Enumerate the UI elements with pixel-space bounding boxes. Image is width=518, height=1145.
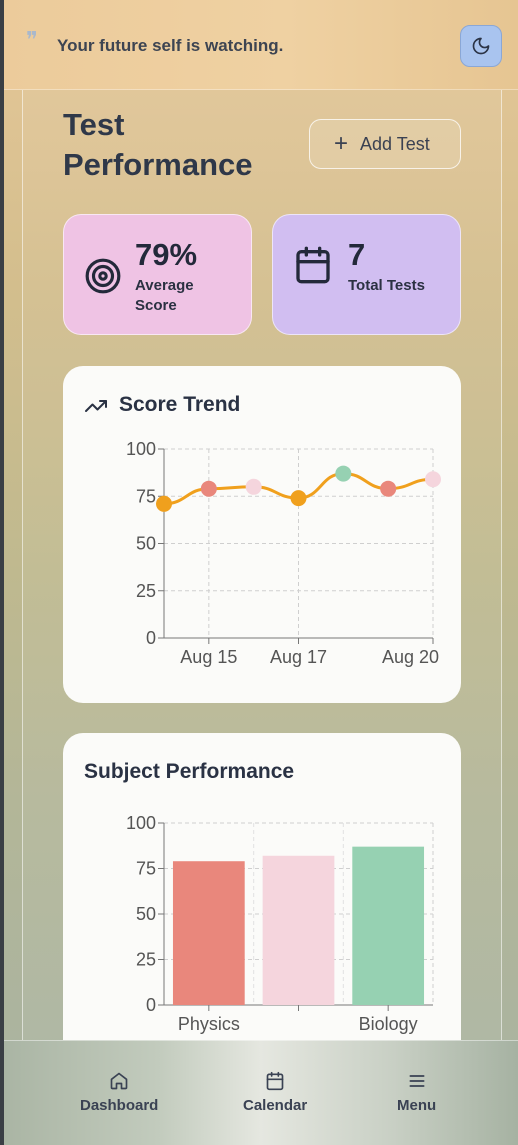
- theme-toggle-button[interactable]: [460, 25, 502, 67]
- plus-icon: +: [333, 130, 348, 157]
- average-score-card: 79% Average Score: [63, 214, 252, 335]
- nav-dashboard[interactable]: Dashboard: [80, 1071, 158, 1114]
- subject-bar: [352, 846, 425, 1005]
- score-trend-chart: 0 25 50 75 100 Aug 15 Aug 17 Aug 20: [126, 439, 441, 667]
- calendar-icon: [296, 246, 330, 284]
- y-tick-label: 25: [136, 581, 156, 601]
- y-tick-label: 0: [146, 995, 156, 1015]
- moon-icon: [472, 37, 490, 55]
- y-tick-label: 100: [126, 813, 156, 833]
- y-tick-label: 75: [136, 859, 156, 879]
- y-tick-label: 0: [146, 628, 156, 648]
- nav-menu-label: Menu: [397, 1097, 437, 1114]
- score-trend-title: Score Trend: [119, 393, 241, 416]
- score-point: [380, 480, 397, 497]
- average-score-label: Average Score: [135, 277, 194, 314]
- motivational-quote: Your future self is watching.: [57, 36, 284, 55]
- score-point: [200, 480, 217, 497]
- home-icon: [110, 1072, 128, 1090]
- page-title: Test Performance: [63, 107, 253, 182]
- y-tick-label: 50: [136, 534, 156, 554]
- add-test-label: Add Test: [360, 133, 430, 154]
- y-tick-label: 25: [136, 950, 156, 970]
- trending-up-icon: [85, 400, 107, 412]
- nav-calendar[interactable]: Calendar: [243, 1071, 307, 1114]
- total-tests-value: 7: [348, 237, 366, 272]
- total-tests-label: Total Tests: [348, 277, 425, 294]
- nav-dashboard-label: Dashboard: [80, 1097, 159, 1114]
- nav-calendar-label: Calendar: [243, 1097, 308, 1114]
- calendar-icon: [266, 1071, 284, 1091]
- bottom-nav: Dashboard Calendar Menu: [4, 1040, 518, 1145]
- x-tick-label: Physics: [178, 1014, 240, 1034]
- x-tick-label: Biology: [359, 1014, 418, 1034]
- quote-bar: ❞ Your future self is watching.: [4, 0, 518, 90]
- score-point: [156, 495, 172, 512]
- score-point: [290, 490, 307, 507]
- subject-bar: [172, 861, 245, 1005]
- window-edge: [0, 0, 4, 1145]
- average-score-value: 79%: [135, 237, 198, 272]
- score-point: [335, 465, 352, 482]
- menu-icon: [409, 1075, 425, 1087]
- subject-performance-chart: 0 25 50 75 100 Physics Biology: [126, 813, 434, 1034]
- subject-bar: [262, 855, 335, 1005]
- y-tick-label: 100: [126, 439, 156, 459]
- add-test-button[interactable]: + Add Test: [309, 119, 461, 169]
- y-tick-label: 75: [136, 486, 156, 506]
- nav-menu[interactable]: Menu: [397, 1071, 436, 1114]
- total-tests-card: 7 Total Tests: [272, 214, 461, 335]
- y-tick-label: 50: [136, 904, 156, 924]
- score-trend-card: Score Trend 0 25 50 75 100 Aug 15 Aug 17 Aug 20: [63, 366, 461, 703]
- score-point: [245, 478, 262, 495]
- subject-performance-title: Subject Performance: [84, 760, 295, 783]
- x-tick-label: Aug 20: [382, 647, 439, 667]
- target-icon: [85, 258, 121, 294]
- subject-performance-card: Subject Performance 0 25 50 75 100 Physics Bio…: [63, 733, 461, 1073]
- x-tick-label: Aug 17: [270, 647, 327, 667]
- quote-icon: ❞: [26, 28, 38, 53]
- x-tick-label: Aug 15: [180, 647, 237, 667]
- score-point: [425, 471, 441, 488]
